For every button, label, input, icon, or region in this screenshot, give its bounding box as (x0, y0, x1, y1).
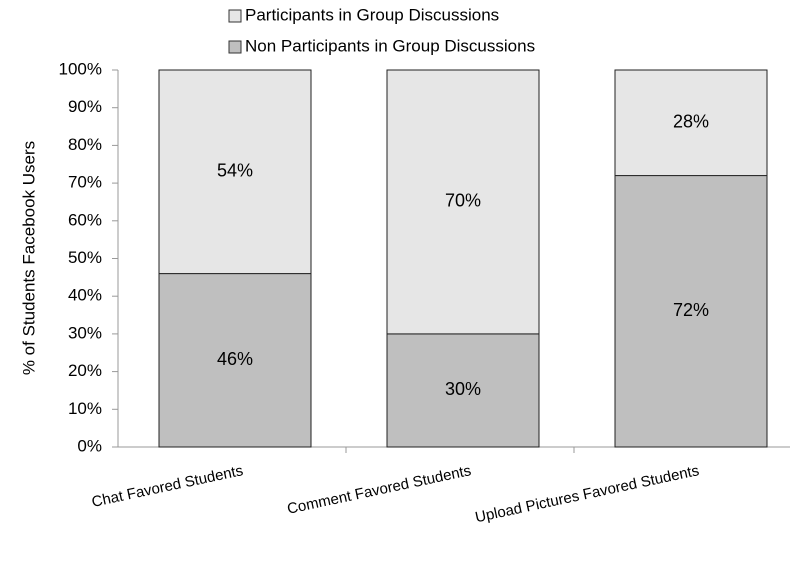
bar-segment (158, 273, 312, 448)
legend-label: Participants in Group Discussions (245, 5, 499, 24)
y-tick-label: 50% (68, 248, 102, 267)
value-label: 30% (445, 379, 481, 399)
bar-segment (614, 69, 768, 177)
bar-segment (386, 333, 540, 448)
y-tick-label: 90% (68, 97, 102, 116)
y-tick-label: 10% (68, 399, 102, 418)
y-tick-label: 70% (68, 173, 102, 192)
x-tick-label: Comment Favored Students (286, 462, 473, 518)
y-tick-label: 100% (59, 59, 102, 78)
value-label: 46% (217, 349, 253, 369)
legend-label: Non Participants in Group Discussions (245, 36, 535, 55)
y-tick-label: 80% (68, 135, 102, 154)
x-tick-label: Upload Pictures Favored Students (474, 462, 701, 526)
y-tick-label: 60% (68, 210, 102, 229)
value-label: 54% (217, 161, 253, 181)
value-label: 28% (673, 112, 709, 132)
y-tick-label: 20% (68, 361, 102, 380)
value-label: 70% (445, 191, 481, 211)
y-axis-label: % of Students Facebook Users (19, 141, 38, 375)
bar-segment (158, 69, 312, 275)
value-label: 72% (673, 300, 709, 320)
legend-swatch (228, 9, 242, 23)
y-tick-label: 0% (77, 436, 102, 455)
y-tick-label: 40% (68, 286, 102, 305)
bar-segment (386, 69, 540, 335)
x-tick-label: Chat Favored Students (90, 462, 244, 511)
legend-swatch (228, 40, 242, 54)
y-tick-label: 30% (68, 323, 102, 342)
bar-segment (614, 175, 768, 448)
